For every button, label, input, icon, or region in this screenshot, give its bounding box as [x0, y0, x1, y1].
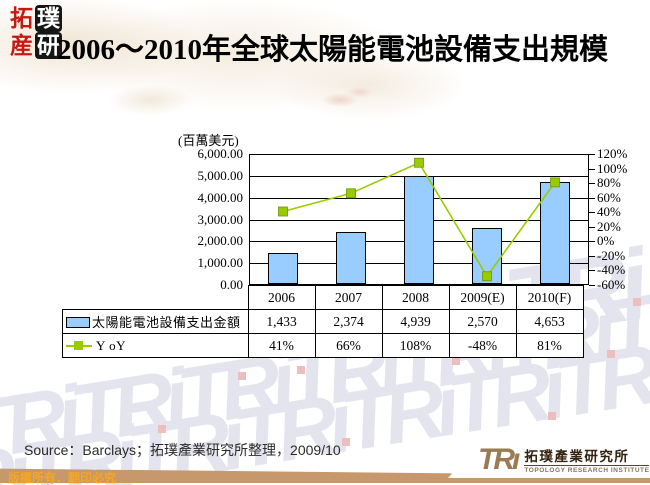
tri-logo-text: 拓璞產業研究所 TOPOLOGY RESEARCH INSTITUTE: [524, 450, 650, 474]
right-axis-tick: [589, 183, 595, 184]
value-cell: 1,433: [247, 309, 316, 334]
left-axis-tick-label: 0.00: [220, 277, 243, 292]
right-axis-tick-label: -40%: [597, 262, 626, 277]
tri-logo-cn: 拓璞產業研究所: [524, 450, 650, 466]
right-axis-tick-label: 80%: [597, 175, 621, 190]
right-axis-tick-label: 120%: [597, 146, 628, 161]
source-note: Source：Barclays；拓璞產業研究所整理，2009/10: [24, 442, 341, 458]
right-axis-tick-label: 0%: [597, 233, 615, 248]
tri-square-logo: 拓 璞 産 研: [8, 5, 62, 59]
yoy-marker: [414, 157, 424, 168]
page-title: 2006～2010年全球太陽能電池設備支出規模: [57, 34, 609, 66]
right-axis-tick-label: -60%: [597, 277, 626, 292]
yoy-marker: [346, 188, 356, 199]
legend-marker-swatch: [74, 340, 83, 350]
value-cell: 4,939: [381, 309, 450, 334]
copyright-note: 版權所有．翻印必究: [8, 471, 117, 485]
right-axis-tick-label: -20%: [597, 248, 626, 263]
left-axis-tick-label: 1,000.00: [197, 255, 244, 270]
right-axis-tick-label: 20%: [597, 219, 621, 234]
series-label-yoy: Y oY: [62, 333, 249, 358]
logo-block-char: 産: [10, 32, 33, 59]
yoy-marker: [482, 271, 492, 282]
yoy-marker: [550, 177, 560, 188]
left-axis-tick-label: 6,000.00: [197, 146, 244, 161]
bar: [268, 253, 298, 284]
yoy-marker: [278, 206, 288, 217]
yoy-cell: 81%: [515, 333, 584, 358]
logo-block-char: 拓: [10, 5, 33, 32]
bar: [540, 182, 570, 284]
right-axis-tick-label: 100%: [597, 161, 628, 176]
legend-bar-swatch: [66, 317, 90, 328]
logo-block-char: 璞: [35, 5, 62, 32]
right-axis-tick: [589, 198, 595, 199]
data-table: 2006 2007 2008 2009(E) 2010(F) 太陽能電池設備支出金額 1,4…: [62, 285, 584, 358]
yoy-cell: -48%: [448, 333, 517, 358]
bar: [472, 228, 502, 284]
tri-footer-logo: TRı 拓璞產業研究所 TOPOLOGY RESEARCH INSTITUTE: [448, 446, 650, 478]
yoy-cell: 66%: [314, 333, 383, 358]
background-map-texture: [0, 0, 650, 130]
year-header-cell: 2009(E): [448, 285, 517, 310]
tri-logo-en: TOPOLOGY RESEARCH INSTITUTE: [524, 467, 650, 474]
left-axis-tick-label: 2,000.00: [197, 233, 244, 248]
right-axis-tick-label: 60%: [597, 190, 621, 205]
year-header-cell: 2007: [314, 285, 383, 310]
tri-logo-mark: TRı: [478, 446, 521, 476]
right-axis-tick-label: 40%: [597, 204, 621, 219]
yoy-cell: 108%: [381, 333, 450, 358]
right-axis-tick: [589, 154, 595, 155]
right-axis-tick: [589, 270, 595, 271]
left-axis-tick-label: 3,000.00: [197, 212, 244, 227]
bar: [404, 176, 434, 284]
plot-border: [249, 154, 589, 285]
year-header-cell: 2010(F): [515, 285, 584, 310]
value-cell: 4,653: [515, 309, 584, 334]
value-cell: 2,374: [314, 309, 383, 334]
bar: [336, 232, 366, 284]
right-axis-tick: [589, 212, 595, 213]
right-axis-tick: [589, 227, 595, 228]
right-axis-tick: [589, 285, 595, 286]
right-axis-tick: [589, 169, 595, 170]
table-spacer-cell: [63, 286, 249, 310]
yoy-line: [278, 157, 560, 282]
left-axis-tick-label: 4,000.00: [197, 190, 244, 205]
right-axis-tick: [589, 256, 595, 257]
logo-block-char: 研: [35, 32, 62, 59]
series-label-spending: 太陽能電池設備支出金額: [62, 309, 249, 334]
value-cell: 2,570: [448, 309, 517, 334]
year-header-cell: 2006: [247, 285, 316, 310]
year-header-cell: 2008: [381, 285, 450, 310]
tri-logo-i: ı: [512, 446, 521, 476]
left-axis-tick-label: 5,000.00: [197, 168, 244, 183]
y-axis-unit-label: (百萬美元): [178, 133, 239, 148]
right-axis-tick: [589, 241, 595, 242]
legend-line-swatch: [66, 340, 92, 350]
yoy-cell: 41%: [247, 333, 316, 358]
